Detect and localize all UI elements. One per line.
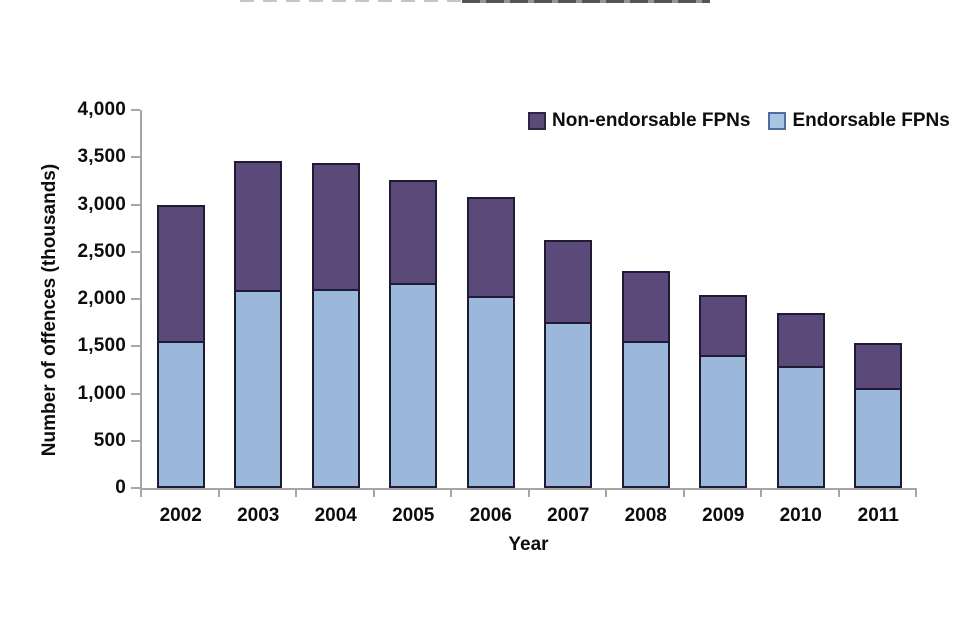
y-tick-mark (131, 250, 140, 253)
segment-endorsable-2002 (156, 343, 205, 488)
x-tick-label-2009: 2009 (702, 505, 745, 526)
x-tick-label-2003: 2003 (237, 505, 280, 526)
segment-non-endorsable-2008 (621, 270, 670, 344)
x-tick-mark (915, 490, 917, 497)
bar-slot-2009 (685, 110, 763, 488)
segment-endorsable-2005 (389, 284, 438, 488)
stacked-bar-2002 (156, 204, 205, 488)
x-tick-mark (140, 490, 142, 497)
x-tick-mark (217, 490, 220, 497)
x-tick-label-2005: 2005 (392, 505, 435, 526)
segment-endorsable-2007 (544, 323, 593, 488)
segment-non-endorsable-2010 (776, 313, 825, 368)
bar-slot-2004 (297, 110, 375, 488)
x-tick-label-2004: 2004 (314, 505, 357, 526)
segment-non-endorsable-2007 (544, 239, 593, 324)
x-tick-label-2007: 2007 (547, 505, 590, 526)
segment-non-endorsable-2006 (466, 197, 515, 299)
stacked-bar-2009 (699, 295, 748, 488)
x-tick-label-2010: 2010 (779, 505, 822, 526)
y-tick-mark (131, 109, 140, 111)
segment-non-endorsable-2003 (234, 161, 283, 293)
segment-endorsable-2009 (699, 356, 748, 488)
legend-label-non-endorsable: Non-endorsable FPNs (552, 110, 751, 131)
bar-slot-2010 (762, 110, 840, 488)
x-tick-label-2008: 2008 (624, 505, 667, 526)
y-tick-mark (131, 487, 140, 489)
x-tick-mark (450, 490, 452, 497)
x-axis-title: Year (508, 534, 549, 555)
segment-endorsable-2010 (776, 368, 825, 488)
y-tick-label-1500: 1,500 (77, 335, 126, 357)
bar-slot-2007 (530, 110, 608, 488)
y-tick-mark (131, 203, 140, 206)
y-tick-mark (131, 392, 140, 395)
segment-non-endorsable-2002 (156, 204, 205, 344)
legend-item-endorsable: Endorsable FPNs (768, 110, 950, 132)
x-tick-label-2006: 2006 (469, 505, 512, 526)
x-tick-mark (837, 490, 840, 497)
y-tick-mark (131, 439, 140, 442)
x-tick-mark (527, 490, 530, 497)
bar-slot-2003 (220, 110, 298, 488)
x-tick-mark (760, 490, 762, 497)
y-tick-mark (131, 156, 140, 159)
y-tick-label-3500: 3,500 (77, 146, 126, 168)
stacked-bar-2005 (389, 179, 438, 488)
stacked-bar-2003 (234, 161, 283, 488)
chart-legend: Non-endorsable FPNs Endorsable FPNs (528, 110, 950, 132)
segment-non-endorsable-2004 (311, 162, 360, 291)
y-tick-label-1000: 1,000 (77, 382, 126, 404)
stacked-bar-2008 (621, 270, 670, 488)
y-tick-label-2000: 2,000 (77, 288, 126, 309)
segment-non-endorsable-2009 (699, 295, 748, 357)
segment-endorsable-2006 (466, 298, 515, 488)
bar-slot-2006 (452, 110, 530, 488)
stacked-bar-2010 (776, 313, 825, 488)
x-tick-label-2011: 2011 (857, 505, 899, 526)
x-tick-mark (295, 490, 297, 497)
stacked-bar-2011 (854, 343, 903, 488)
stacked-bar-2006 (466, 197, 515, 488)
stacked-bar-2004 (311, 162, 360, 488)
segment-endorsable-2011 (854, 389, 903, 488)
stacked-bar-2007 (544, 239, 593, 488)
segment-endorsable-2004 (311, 290, 360, 488)
segment-non-endorsable-2011 (854, 343, 903, 390)
x-tick-mark (372, 490, 375, 497)
x-tick-mark (682, 490, 685, 497)
legend-item-non-endorsable: Non-endorsable FPNs (528, 110, 750, 132)
y-tick-label-3000: 3,000 (77, 193, 126, 215)
y-tick-label-0: 0 (115, 477, 126, 498)
segment-endorsable-2008 (621, 343, 670, 488)
segment-endorsable-2003 (234, 292, 283, 488)
bar-slot-2011 (840, 110, 918, 488)
y-tick-label-2500: 2,500 (77, 240, 126, 262)
plot-area (140, 110, 917, 490)
x-tick-label-2002: 2002 (159, 505, 202, 526)
bar-slot-2008 (607, 110, 685, 488)
legend-swatch-endorsable (768, 112, 787, 130)
y-tick-label-500: 500 (93, 429, 126, 451)
cropped-title-fragment-light (240, 0, 462, 2)
segment-non-endorsable-2005 (389, 179, 438, 285)
y-tick-mark (131, 345, 140, 348)
bar-slot-2002 (142, 110, 220, 488)
cropped-title-fragment-dark (462, 0, 710, 3)
y-tick-label-4000: 4,000 (77, 99, 126, 120)
legend-swatch-non-endorsable (528, 112, 546, 130)
legend-label-endorsable: Endorsable FPNs (792, 110, 950, 131)
bar-slot-2005 (375, 110, 453, 488)
y-tick-mark (131, 298, 140, 300)
x-tick-mark (605, 490, 607, 497)
